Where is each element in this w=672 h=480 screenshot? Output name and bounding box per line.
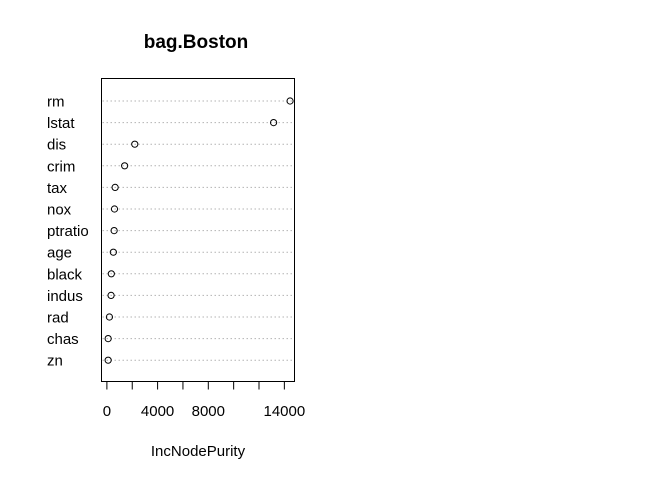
data-point-age <box>109 248 117 256</box>
data-point-rm <box>286 97 294 105</box>
x-tick-label: 14000 <box>263 403 305 420</box>
x-axis: 0 4000 8000 14000 <box>103 381 305 420</box>
data-point-lstat <box>269 119 278 127</box>
y-tick-label: lstat <box>47 115 75 132</box>
x-tick-label: 0 <box>103 403 111 420</box>
y-tick-label: dis <box>47 137 66 154</box>
y-tick-label: rm <box>47 94 65 111</box>
y-tick-label: zn <box>47 353 63 370</box>
chart-title: bag.Boston <box>144 32 249 53</box>
data-points <box>104 97 294 364</box>
x-tick-label: 4000 <box>141 403 174 420</box>
y-tick-label: chas <box>47 331 79 348</box>
y-tick-label: ptratio <box>47 223 89 240</box>
data-point-rad <box>105 313 114 321</box>
y-tick-label: tax <box>47 180 68 197</box>
x-axis-label: IncNodePurity <box>151 443 246 460</box>
data-point-indus <box>107 291 115 299</box>
data-point-zn <box>104 356 112 364</box>
data-point-tax <box>111 183 119 191</box>
y-tick-label: crim <box>47 158 75 175</box>
x-tick-label: 8000 <box>192 403 225 420</box>
data-point-nox <box>110 205 119 213</box>
y-tick-labels: rm lstat dis crim tax nox ptratio age black indus… <box>47 94 89 370</box>
data-point-dis <box>131 140 139 148</box>
y-tick-label: rad <box>47 310 69 327</box>
y-tick-label: age <box>47 245 72 262</box>
y-tick-label: black <box>47 266 83 283</box>
y-tick-label: indus <box>47 288 83 305</box>
data-point-crim <box>121 162 129 170</box>
plot-frame <box>101 78 295 382</box>
grid-lines <box>102 100 294 361</box>
data-point-chas <box>104 335 112 343</box>
y-tick-label: nox <box>47 202 72 219</box>
data-point-black <box>107 270 115 278</box>
data-point-ptratio <box>110 227 118 235</box>
